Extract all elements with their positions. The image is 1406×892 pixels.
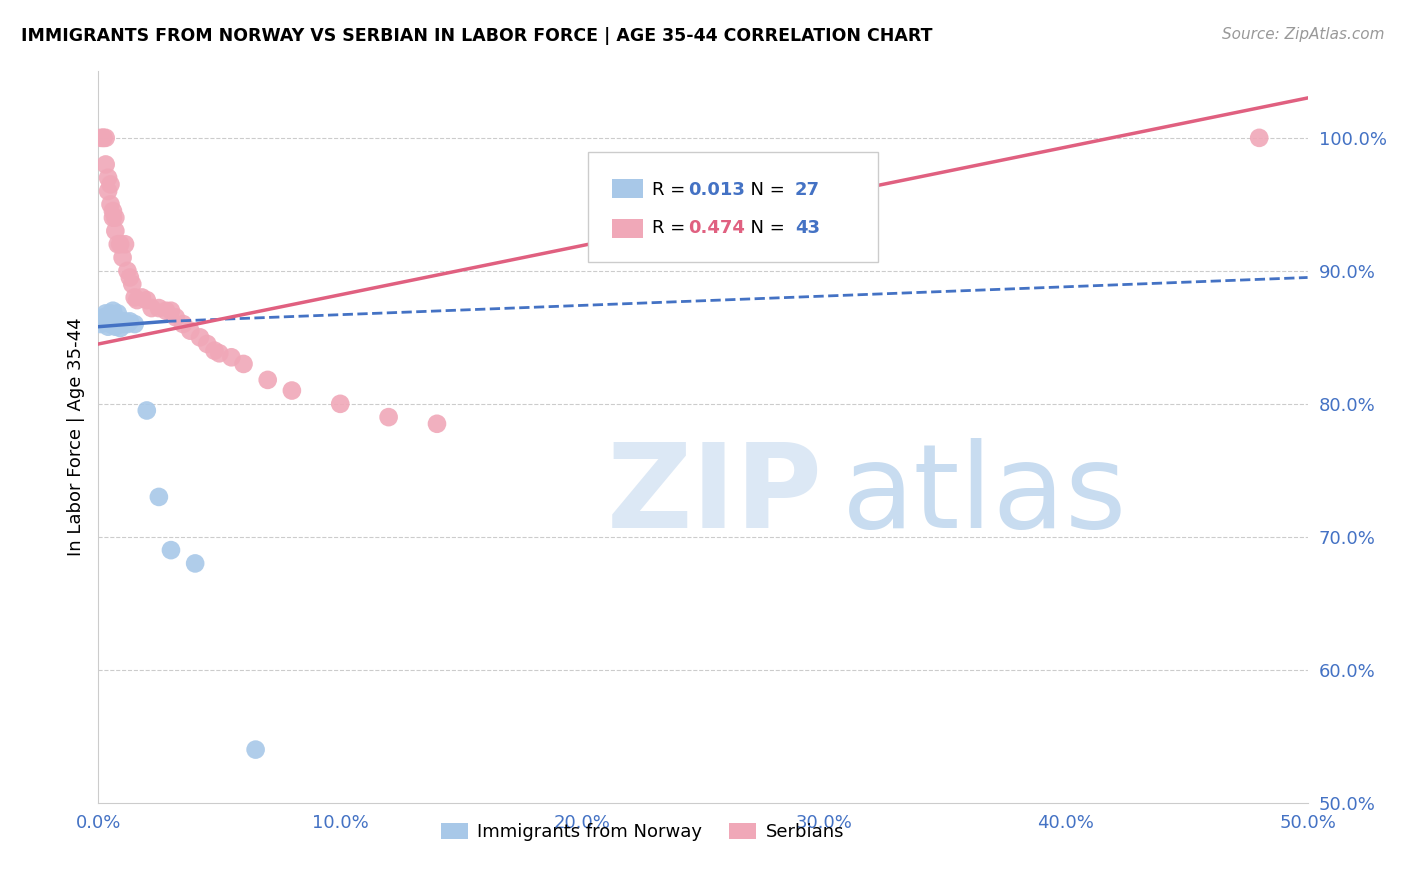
Point — [108, 314, 131, 328]
Text: R =: R = — [652, 219, 692, 237]
Point — [208, 346, 231, 360]
Point — [155, 303, 177, 318]
Point — [91, 131, 114, 145]
Point — [94, 157, 117, 171]
Point — [107, 237, 129, 252]
Point — [111, 317, 134, 331]
Point — [97, 170, 120, 185]
Point — [124, 317, 146, 331]
Point — [114, 237, 136, 252]
Point — [107, 306, 129, 320]
Point — [148, 301, 170, 315]
Point — [100, 178, 122, 192]
Point — [141, 301, 163, 315]
Point — [165, 310, 187, 325]
Point — [90, 131, 112, 145]
Point — [127, 293, 149, 307]
Point — [172, 317, 194, 331]
Text: Source: ZipAtlas.com: Source: ZipAtlas.com — [1222, 27, 1385, 42]
Text: IMMIGRANTS FROM NORWAY VS SERBIAN IN LABOR FORCE | AGE 35-44 CORRELATION CHART: IMMIGRANTS FROM NORWAY VS SERBIAN IN LAB… — [21, 27, 932, 45]
Point — [184, 557, 207, 571]
Point — [281, 384, 304, 398]
Text: N =: N = — [740, 181, 790, 199]
Point — [91, 131, 114, 145]
Point — [94, 314, 117, 328]
Point — [118, 270, 141, 285]
Point — [107, 317, 129, 331]
Point — [131, 290, 153, 304]
Point — [118, 314, 141, 328]
Point — [94, 131, 117, 145]
Point — [101, 204, 124, 219]
Point — [90, 317, 112, 331]
Point — [135, 293, 157, 307]
Point — [179, 324, 201, 338]
Point — [97, 319, 120, 334]
Text: N =: N = — [740, 219, 790, 237]
Point — [100, 197, 122, 211]
Point — [377, 410, 399, 425]
Point — [108, 321, 131, 335]
Point — [121, 277, 143, 292]
Point — [204, 343, 226, 358]
Point — [135, 403, 157, 417]
Point — [426, 417, 449, 431]
Text: 27: 27 — [794, 181, 820, 199]
Point — [104, 211, 127, 225]
Point — [1249, 131, 1271, 145]
Text: atlas: atlas — [842, 438, 1128, 553]
Point — [91, 310, 114, 325]
Point — [329, 397, 352, 411]
Point — [188, 330, 211, 344]
Point — [148, 490, 170, 504]
FancyBboxPatch shape — [613, 219, 643, 238]
Point — [117, 264, 139, 278]
Point — [101, 211, 124, 225]
Point — [114, 314, 136, 328]
FancyBboxPatch shape — [613, 179, 643, 197]
Point — [91, 314, 114, 328]
Point — [101, 303, 124, 318]
Point — [104, 224, 127, 238]
Point — [97, 184, 120, 198]
Point — [160, 543, 183, 558]
Point — [97, 310, 120, 325]
Point — [104, 310, 127, 325]
Y-axis label: In Labor Force | Age 35-44: In Labor Force | Age 35-44 — [66, 318, 84, 557]
Point — [111, 251, 134, 265]
Text: 0.013: 0.013 — [689, 181, 745, 199]
Point — [195, 337, 218, 351]
Text: 43: 43 — [794, 219, 820, 237]
Point — [245, 742, 267, 756]
Point — [256, 373, 278, 387]
Point — [221, 351, 243, 365]
Point — [160, 303, 183, 318]
Point — [117, 317, 139, 331]
Legend: Immigrants from Norway, Serbians: Immigrants from Norway, Serbians — [434, 816, 851, 848]
Point — [101, 314, 124, 328]
Text: R =: R = — [652, 181, 692, 199]
Point — [100, 317, 122, 331]
Text: 0.474: 0.474 — [689, 219, 745, 237]
FancyBboxPatch shape — [588, 152, 879, 261]
Text: ZIP: ZIP — [606, 438, 823, 553]
Point — [124, 290, 146, 304]
Point — [104, 319, 127, 334]
Point — [100, 306, 122, 320]
Point — [232, 357, 254, 371]
Point — [108, 237, 131, 252]
Point — [94, 306, 117, 320]
